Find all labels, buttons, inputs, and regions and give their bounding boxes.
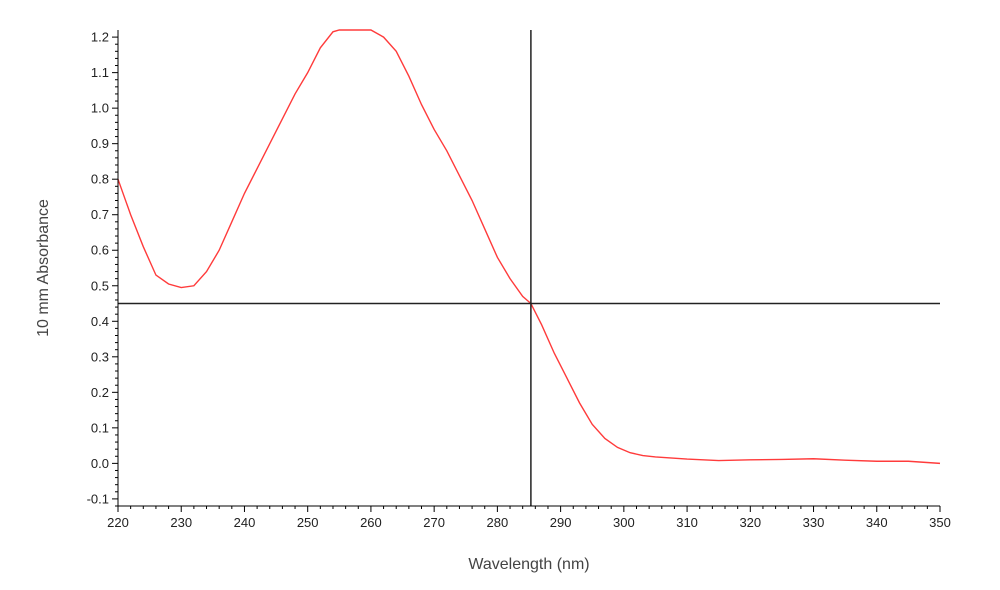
x-tick-label: 230 [170, 515, 192, 530]
x-axis-ticks: 220 230 240 250 260 270 280 290 300 310 320 330 340 3… [107, 506, 951, 530]
absorbance-series-line [117, 29, 941, 465]
x-tick-label: 310 [676, 515, 698, 530]
y-tick-label: 0.0 [91, 456, 109, 471]
y-axis-ticks: -0.1 0.0 0.1 0.2 0.3 0.4 0.5 0.6 0.7 0.8 0.9 1.0 1.1… [87, 30, 118, 507]
x-tick-label: 280 [487, 515, 509, 530]
x-tick-label: 250 [297, 515, 319, 530]
y-axis-title: 10 mm Absorbance [35, 199, 52, 337]
x-tick-label: 320 [739, 515, 761, 530]
x-axis-title: Wavelength (nm) [468, 556, 589, 573]
y-tick-label: -0.1 [87, 491, 109, 506]
y-tick-label: 0.7 [91, 207, 109, 222]
y-tick-label: 1.1 [91, 65, 109, 80]
y-tick-label: 0.3 [91, 349, 109, 364]
y-tick-label: 0.5 [91, 278, 109, 293]
y-tick-label: 0.9 [91, 136, 109, 151]
x-tick-label: 290 [550, 515, 572, 530]
x-tick-label: 240 [234, 515, 256, 530]
x-tick-label: 220 [107, 515, 129, 530]
y-tick-label: 0.1 [91, 420, 109, 435]
x-tick-label: 270 [423, 515, 445, 530]
x-tick-label: 300 [613, 515, 635, 530]
y-tick-label: 0.8 [91, 172, 109, 187]
x-tick-label: 350 [929, 515, 951, 530]
x-tick-label: 340 [866, 515, 888, 530]
y-tick-label: 0.2 [91, 385, 109, 400]
x-tick-label: 330 [803, 515, 825, 530]
y-tick-label: 0.6 [91, 243, 109, 258]
x-tick-label: 260 [360, 515, 382, 530]
y-tick-label: 0.4 [91, 314, 109, 329]
y-tick-label: 1.2 [91, 30, 109, 45]
y-tick-label: 1.0 [91, 101, 109, 116]
